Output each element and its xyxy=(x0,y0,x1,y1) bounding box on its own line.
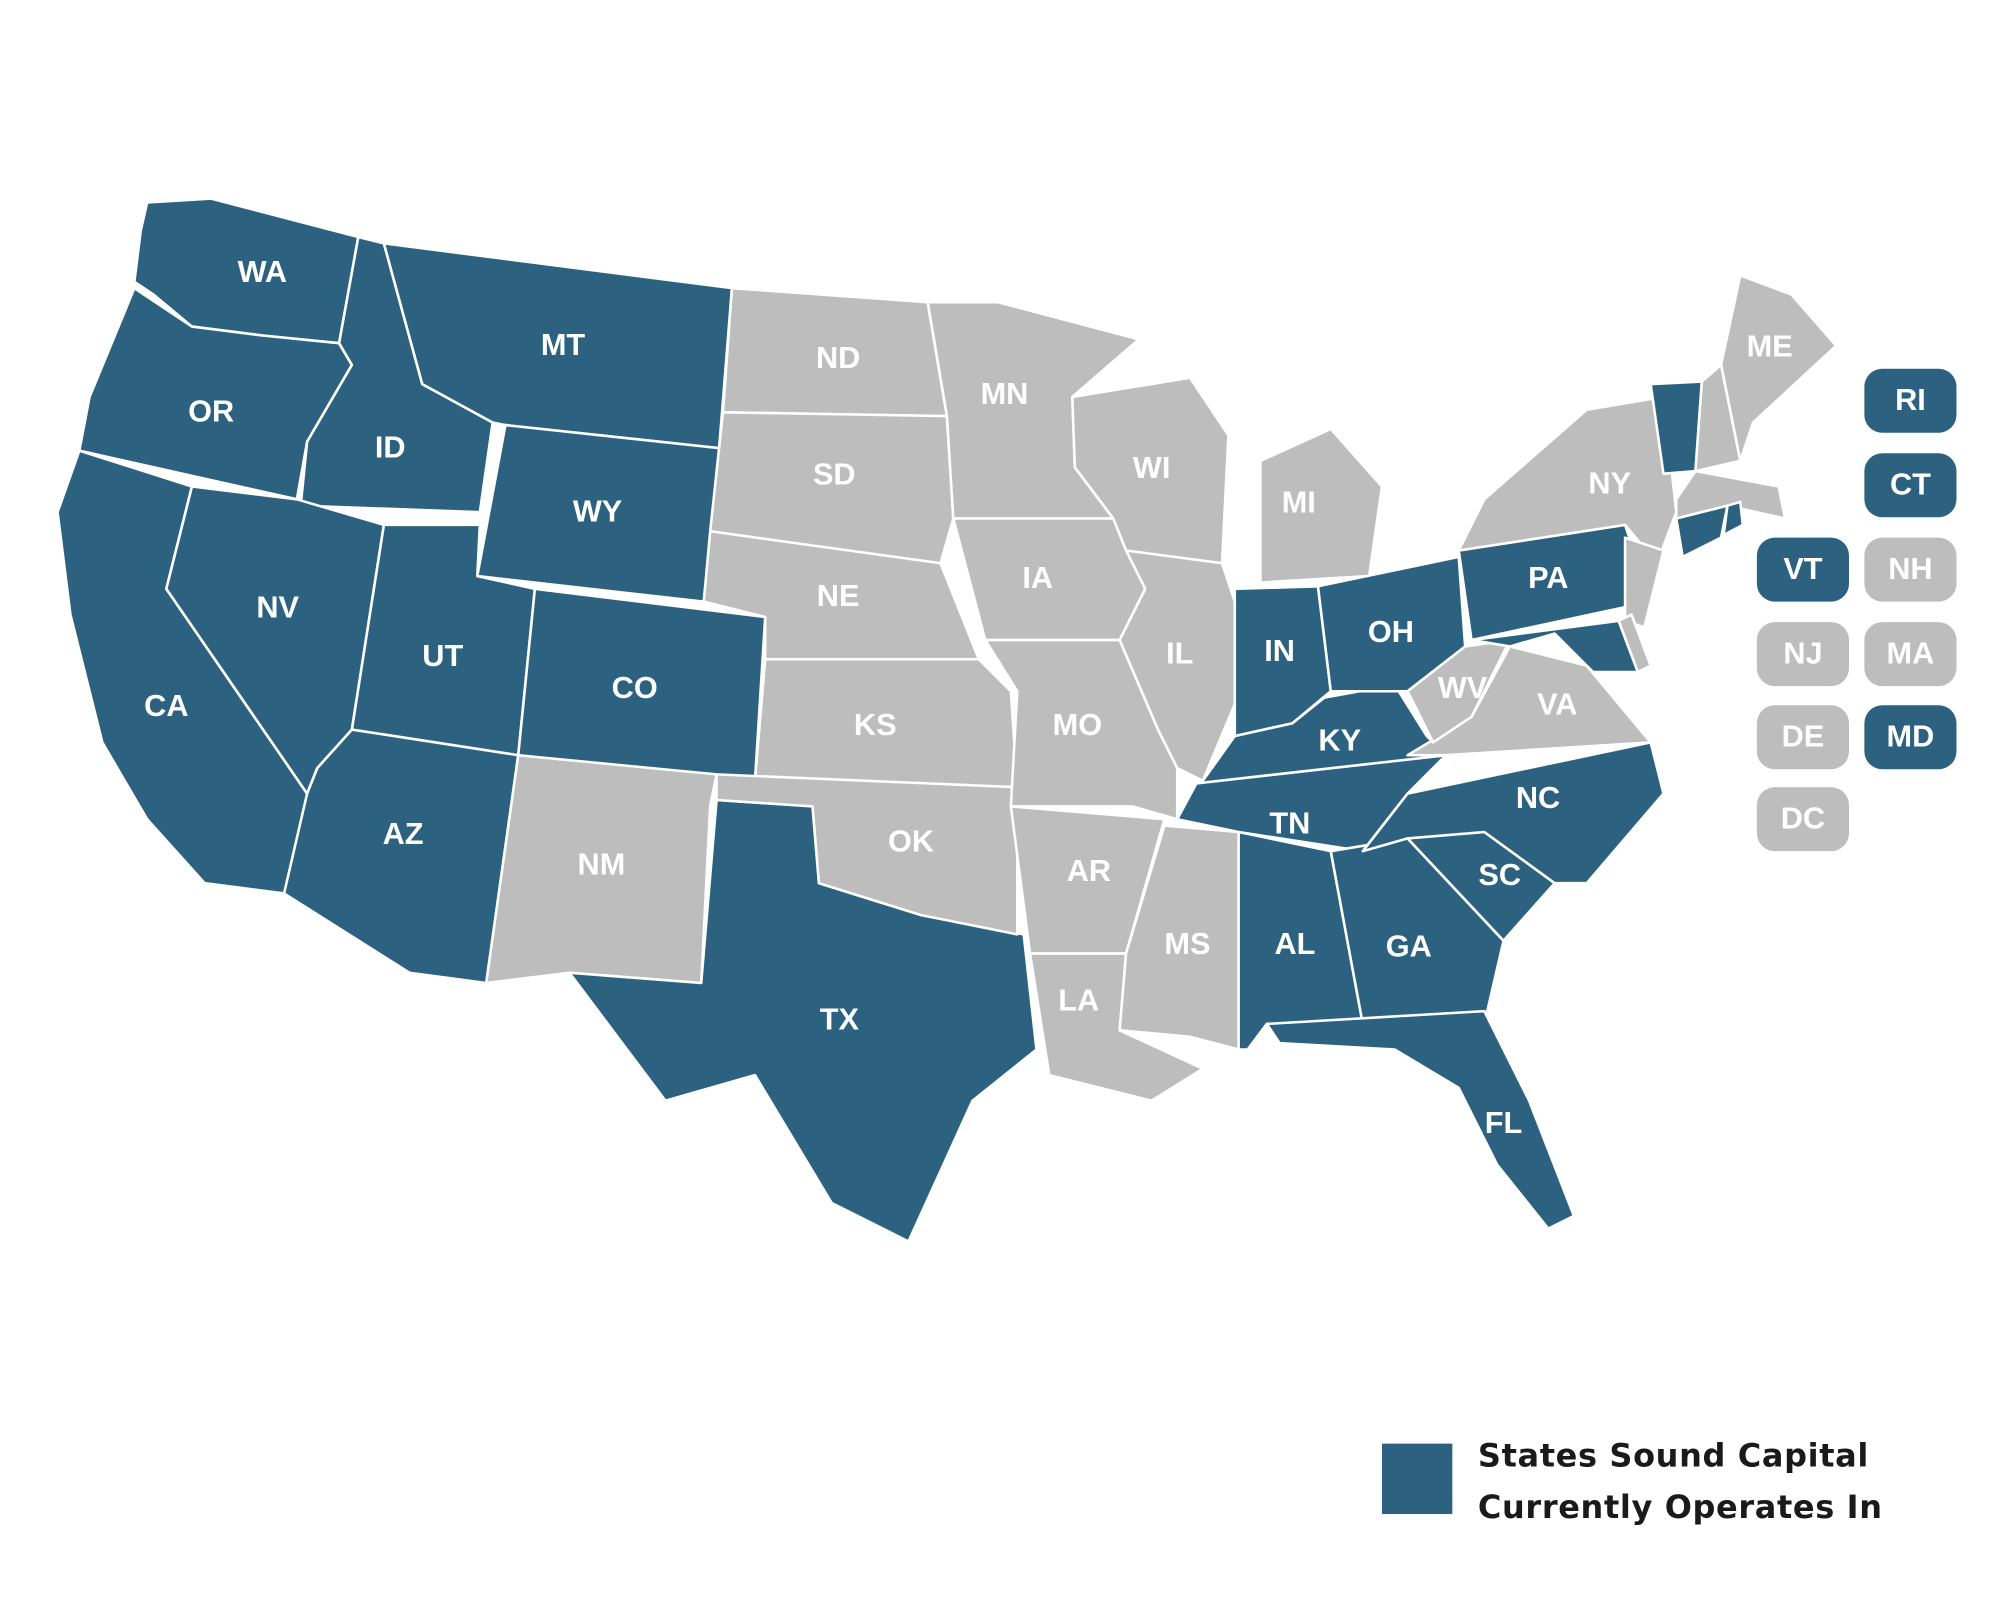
state-shape xyxy=(1719,274,1838,463)
badge-label: DC xyxy=(1781,801,1825,836)
state-label: ND xyxy=(816,340,860,375)
state-label: UT xyxy=(422,638,463,673)
state-label: VA xyxy=(1537,687,1577,722)
state-label: AZ xyxy=(383,816,424,851)
state-shape xyxy=(1233,585,1333,738)
state-label: OR xyxy=(188,394,234,429)
state-label: AR xyxy=(1067,853,1111,888)
state-label: OK xyxy=(888,824,934,859)
state-shape xyxy=(1623,536,1665,629)
state-label: NM xyxy=(578,847,626,882)
state-label: NC xyxy=(1516,780,1560,815)
state-shapes xyxy=(56,197,1838,1243)
state-label: NE xyxy=(817,578,860,613)
state-label: IL xyxy=(1166,636,1193,671)
state-labels: WA OR CA ID NV MT WY UT CO AZ NM TX ND SD NE KS OK MN IA MO… xyxy=(144,254,1957,1140)
state-label: FL xyxy=(1485,1105,1523,1140)
legend-swatch xyxy=(1381,1443,1453,1515)
state-badge xyxy=(1756,622,1850,687)
state-label: MN xyxy=(981,376,1029,411)
state-label: MO xyxy=(1053,707,1102,742)
state-badge xyxy=(1756,787,1850,852)
state-label: SC xyxy=(1478,857,1521,892)
state-badge xyxy=(1756,537,1850,602)
state-label: WY xyxy=(573,493,622,528)
state-label: PA xyxy=(1528,560,1568,595)
state-badge xyxy=(1864,705,1957,770)
state-shape xyxy=(708,411,955,565)
state-shape xyxy=(1457,395,1678,565)
state-label: OH xyxy=(1368,614,1414,649)
state-shape xyxy=(1259,427,1384,584)
state-badge xyxy=(1864,537,1957,602)
state-label: TN xyxy=(1269,806,1310,841)
state-label: MI xyxy=(1282,485,1316,520)
state-label: AL xyxy=(1274,926,1315,961)
state-label: ID xyxy=(375,430,406,465)
state-badge xyxy=(1756,705,1850,770)
state-label: CA xyxy=(144,688,188,723)
badge-label: VT xyxy=(1783,551,1822,586)
legend-text: States Sound Capital xyxy=(1478,1437,1869,1475)
state-label: ME xyxy=(1747,328,1793,363)
state-label: KS xyxy=(854,707,897,742)
badge-label: CT xyxy=(1890,467,1931,502)
state-label: SD xyxy=(813,456,856,491)
state-label: GA xyxy=(1386,929,1432,964)
state-badge xyxy=(1864,368,1957,433)
legend-text: Currently Operates In xyxy=(1478,1488,1883,1526)
badge-label: NJ xyxy=(1783,636,1822,671)
state-label: WA xyxy=(238,254,287,289)
state-label: NV xyxy=(256,589,299,624)
badge-label: NH xyxy=(1888,551,1932,586)
state-shape xyxy=(1118,549,1237,783)
state-label: KY xyxy=(1318,723,1361,758)
state-label: MT xyxy=(541,327,586,362)
badge-label: DE xyxy=(1782,719,1825,754)
state-label: NY xyxy=(1588,465,1631,500)
state-shape xyxy=(1694,363,1742,473)
state-shape xyxy=(1674,504,1729,559)
state-shape xyxy=(1406,638,1512,744)
badge-label: MD xyxy=(1887,719,1935,754)
state-shape xyxy=(1722,500,1745,537)
state-shape xyxy=(1265,1009,1576,1230)
state-label: TX xyxy=(820,1001,860,1036)
state-badge xyxy=(1864,622,1957,687)
badge-label: MA xyxy=(1887,636,1935,671)
state-label: WI xyxy=(1133,450,1171,485)
state-label: LA xyxy=(1058,982,1099,1017)
state-label: MS xyxy=(1164,926,1210,961)
state-label: CO xyxy=(612,670,658,705)
badge-label: RI xyxy=(1895,382,1926,417)
state-label: IA xyxy=(1022,560,1053,595)
state-label: WV xyxy=(1438,670,1488,705)
state-label: IN xyxy=(1264,633,1295,668)
state-badge xyxy=(1864,453,1957,518)
state-shape xyxy=(282,728,520,985)
state-shape xyxy=(1617,613,1652,674)
state-shape xyxy=(1361,741,1665,885)
